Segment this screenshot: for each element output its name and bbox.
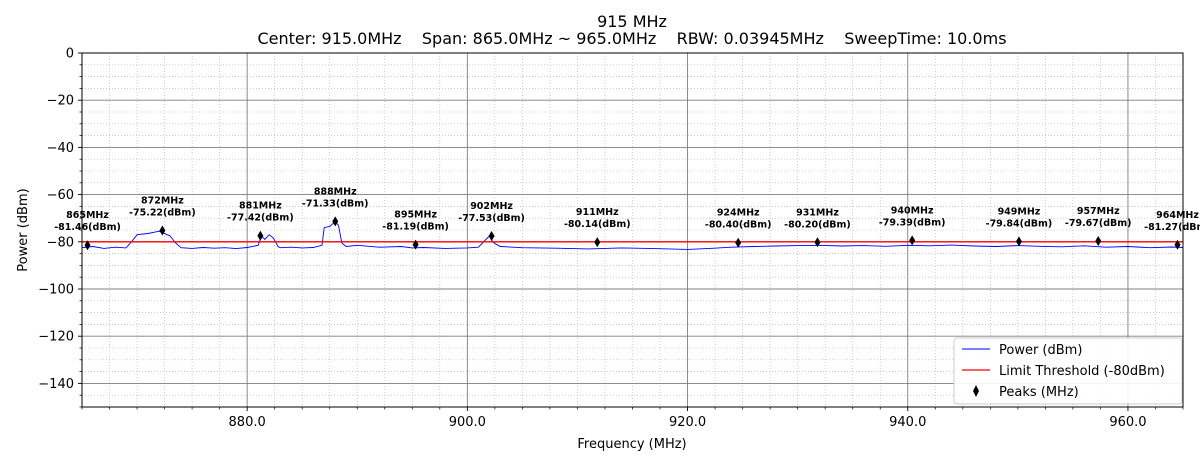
x-tick-label: 880.0 (229, 415, 266, 430)
x-tick-label: 940.0 (889, 415, 926, 430)
peak-marker (412, 239, 419, 250)
peak-power-label: -71.33(dBm) (302, 198, 369, 209)
peak-power-label: -80.40(dBm) (705, 220, 772, 231)
y-tick-label: −60 (47, 188, 74, 203)
legend-box (953, 337, 1183, 405)
y-tick-label: −100 (38, 283, 74, 298)
peak-frequency-label: 964MHz (1156, 210, 1199, 221)
peak-frequency-label: 949MHz (998, 206, 1041, 217)
peak-marker (257, 230, 264, 241)
peak-marker (594, 237, 601, 248)
legend-peaks-label: Peaks (MHz) (999, 385, 1079, 400)
y-tick-label: 0 (66, 47, 74, 62)
peak-marker (1174, 239, 1181, 250)
y-tick-label: −40 (47, 141, 74, 156)
peak-power-label: -79.39(dBm) (879, 217, 946, 228)
peak-frequency-label: 924MHz (717, 208, 760, 219)
peak-power-label: -77.42(dBm) (227, 213, 294, 224)
peak-marker (814, 237, 821, 248)
series-layer (81, 221, 1184, 250)
peak-frequency-label: 940MHz (891, 205, 934, 216)
peak-marker (84, 240, 91, 251)
peak-frequency-label: 895MHz (394, 210, 437, 221)
peak-frequency-label: 872MHz (141, 196, 184, 207)
x-tick-label: 920.0 (669, 415, 706, 430)
peak-marker (909, 235, 916, 246)
peak-power-label: -77.53(dBm) (458, 213, 525, 224)
x-axis-label: Frequency (MHz) (577, 437, 686, 452)
peak-power-label: -80.20(dBm) (784, 219, 851, 230)
peak-marker (1095, 236, 1102, 247)
peak-frequency-label: 957MHz (1077, 206, 1120, 217)
x-tick-label: 960.0 (1109, 415, 1146, 430)
peak-frequency-label: 911MHz (576, 207, 619, 218)
legend-limit-label: Limit Threshold (-80dBm) (999, 364, 1165, 379)
peak-power-label: -81.19(dBm) (382, 222, 449, 233)
peak-frequency-label: 931MHz (796, 207, 839, 218)
peak-power-label: -80.14(dBm) (564, 219, 631, 230)
y-tick-label: −140 (38, 377, 74, 392)
peak-marker (735, 237, 742, 248)
peak-power-label: -79.84(dBm) (986, 218, 1053, 229)
chart-title: 915 MHz (597, 12, 667, 31)
legend-power-label: Power (dBm) (999, 343, 1082, 358)
legend: Power (dBm) Limit Threshold (-80dBm) Pea… (953, 337, 1183, 405)
peak-marker (159, 225, 166, 236)
peak-power-label: -81.46(dBm) (54, 222, 121, 233)
y-tick-label: −80 (47, 235, 74, 250)
peak-frequency-label: 888MHz (314, 186, 357, 197)
axis-ticks: 880.0 900.0 920.0 940.0 960.0 0 −20 −40 −60 −80 −1… (38, 47, 1184, 430)
x-tick-label: 900.0 (449, 415, 486, 430)
power-series-line (81, 221, 1184, 250)
peak-marker (332, 216, 339, 227)
peak-marker (1015, 236, 1022, 247)
y-axis-label: Power (dBm) (16, 188, 31, 271)
peak-power-label: -75.22(dBm) (129, 208, 196, 219)
peak-frequency-label: 865MHz (66, 210, 109, 221)
peak-marker (488, 230, 495, 241)
peak-frequency-label: 881MHz (239, 201, 282, 212)
chart-subtitle: Center: 915.0MHz Span: 865.0MHz ~ 965.0M… (257, 29, 1006, 48)
y-tick-label: −20 (47, 94, 74, 109)
peak-power-label: -81.27(dBm) (1144, 222, 1200, 233)
y-tick-label: −120 (38, 330, 74, 345)
peak-power-label: -79.67(dBm) (1065, 218, 1132, 229)
peak-frequency-label: 902MHz (470, 201, 513, 212)
legend-peaks-swatch (973, 385, 979, 397)
peaks-layer: 865MHz-81.46(dBm) 872MHz-75.22(dBm) 881MHz… (54, 186, 1200, 251)
